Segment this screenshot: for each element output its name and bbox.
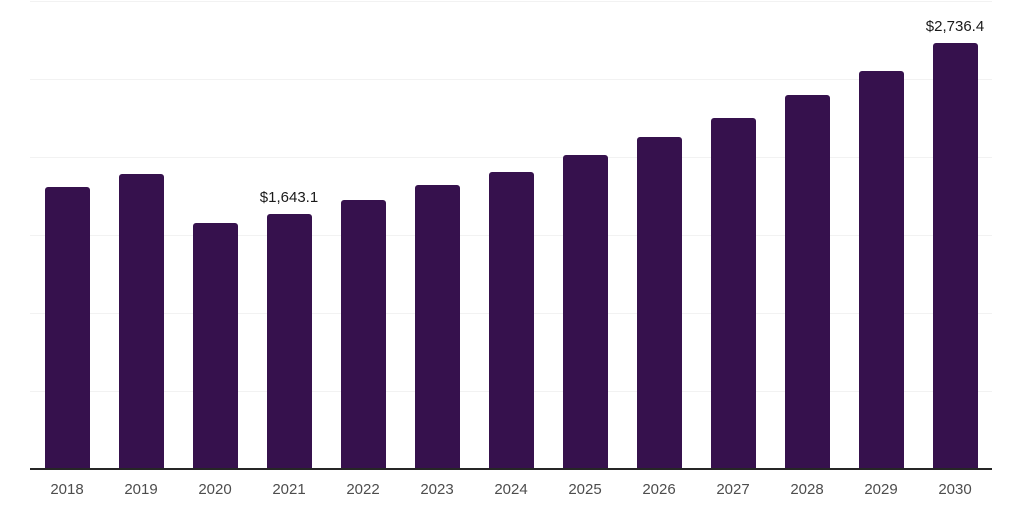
gridline-2500 [30, 79, 992, 80]
bar-2029 [858, 71, 904, 470]
bar-band-2030: $2,736.4 [918, 0, 992, 470]
bar-2020 [192, 222, 238, 470]
bar-2019 [118, 173, 164, 470]
bar-band-2026 [622, 0, 696, 470]
bar-2022 [340, 199, 386, 470]
bar-band-2029 [844, 0, 918, 470]
bar-band-2027 [696, 0, 770, 470]
bar-2018 [44, 186, 90, 470]
x-tick-label-2027: 2027 [716, 481, 750, 498]
x-tick-label-2020: 2020 [198, 481, 232, 498]
x-axis-tick-labels: 2018 2019 2020 2021 2022 2023 2024 2025 2026 2027… [30, 481, 992, 503]
bar-band-2022 [326, 0, 400, 470]
bar-2023 [414, 185, 460, 470]
x-tick-label-2021: 2021 [272, 481, 306, 498]
bar-2027 [710, 118, 756, 470]
bar-band-2019 [104, 0, 178, 470]
bar-2028 [784, 95, 830, 470]
x-tick-label-2030: 2030 [938, 481, 972, 498]
data-label-2030: $2,736.4 [925, 18, 985, 36]
bar-band-2020 [178, 0, 252, 470]
x-tick-label-2024: 2024 [494, 481, 528, 498]
bar-band-2021: $1,643.1 [252, 0, 326, 470]
gridline-3000 [30, 1, 992, 2]
x-tick-label-2028: 2028 [790, 481, 824, 498]
x-tick-label-2018: 2018 [50, 481, 84, 498]
x-tick-label-2025: 2025 [568, 481, 602, 498]
x-tick-label-2029: 2029 [864, 481, 898, 498]
plot-area: $1,643.1 $2,736.4 [30, 0, 992, 470]
x-tick-label-2026: 2026 [642, 481, 676, 498]
bar-band-2028 [770, 0, 844, 470]
bar-2025 [562, 155, 608, 470]
bar-2021 [266, 213, 312, 470]
gridline-2000 [30, 157, 992, 158]
x-tick-label-2019: 2019 [124, 481, 158, 498]
bar-2030 [932, 43, 978, 470]
x-tick-label-2022: 2022 [346, 481, 380, 498]
bar-band-2018 [30, 0, 104, 470]
data-label-2021: $1,643.1 [259, 188, 319, 206]
bar-2024 [488, 172, 534, 470]
bar-band-2025 [548, 0, 622, 470]
bar-band-2024 [474, 0, 548, 470]
bar-band-2023 [400, 0, 474, 470]
x-tick-label-2023: 2023 [420, 481, 454, 498]
bar-2026 [636, 137, 682, 470]
x-axis-line [30, 468, 992, 470]
